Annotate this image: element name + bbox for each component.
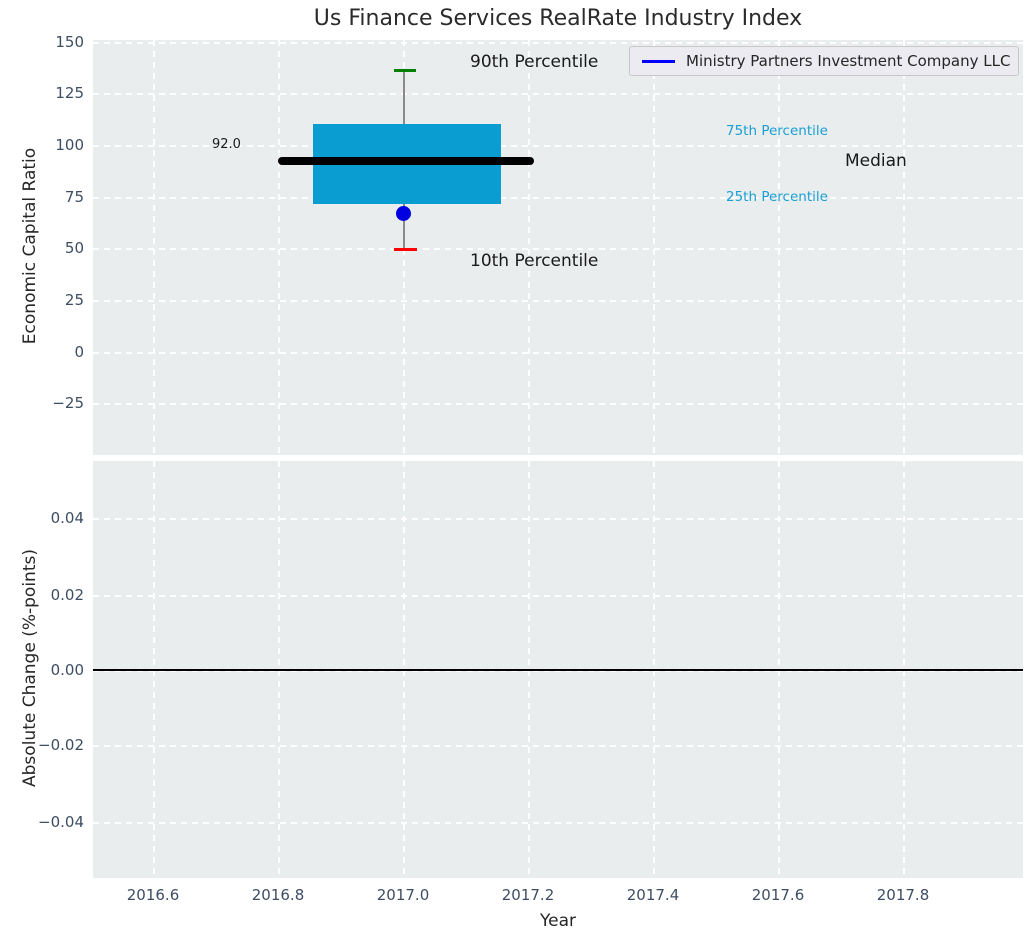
ytick: 0 (74, 343, 84, 361)
p75-label: 75th Percentile (726, 123, 828, 139)
gridline-v (278, 40, 280, 455)
gridline-h (93, 518, 1023, 520)
p90-whisker-cap (394, 69, 416, 72)
gridline-v (653, 40, 655, 455)
p10-label: 10th Percentile (470, 251, 599, 271)
p10-whisker-cap (394, 248, 417, 251)
ytick: 25 (64, 291, 84, 309)
axes-economic-capital-ratio: 92.0 90th Percentile 75th Percentile Med… (93, 40, 1023, 455)
gridline-h (93, 42, 1023, 44)
ytick: 125 (55, 84, 84, 102)
chart-title: Us Finance Services RealRate Industry In… (313, 6, 803, 31)
median-label: Median (845, 151, 907, 171)
gridline-v (903, 40, 905, 455)
ytick: 0.02 (50, 586, 84, 604)
median-value-label: 92.0 (212, 137, 241, 152)
p90-label: 90th Percentile (470, 52, 599, 72)
xtick: 2017.4 (626, 886, 680, 904)
gridline-h (93, 145, 1023, 147)
x-axis-label: Year (540, 911, 576, 931)
gridline-h (93, 403, 1023, 405)
axes-absolute-change (93, 461, 1023, 878)
legend-line-sample (642, 60, 675, 63)
zero-baseline (93, 669, 1023, 671)
ytick: 0.00 (50, 661, 84, 679)
gridline-v (778, 40, 780, 455)
gridline-h (93, 670, 1023, 672)
ytick: −0.04 (38, 813, 84, 831)
xtick: 2016.8 (251, 886, 305, 904)
gridline-h (93, 93, 1023, 95)
y-axis-label-bottom: Absolute Change (%-points) (20, 549, 40, 787)
ytick: −25 (52, 394, 84, 412)
ytick: 0.04 (50, 509, 84, 527)
legend-entry-label: Ministry Partners Investment Company LLC (686, 52, 1011, 70)
gridline-v (528, 40, 530, 455)
p25-label: 25th Percentile (726, 189, 828, 205)
median-line (278, 157, 534, 165)
xtick: 2017.8 (876, 886, 930, 904)
legend: Ministry Partners Investment Company LLC (629, 46, 1019, 76)
ytick: 50 (64, 239, 84, 257)
gridline-h (93, 745, 1023, 747)
ytick: 75 (64, 188, 84, 206)
xtick: 2016.6 (126, 886, 180, 904)
gridline-h (93, 197, 1023, 199)
xtick: 2017.0 (376, 886, 430, 904)
gridline-h (93, 352, 1023, 354)
y-axis-label-top: Economic Capital Ratio (20, 147, 40, 345)
xtick: 2017.6 (751, 886, 805, 904)
gridline-h (93, 248, 1023, 250)
ytick: 150 (55, 33, 84, 51)
company-data-point (396, 206, 411, 221)
gridline-v (153, 40, 155, 455)
ytick: −0.02 (38, 736, 84, 754)
xtick: 2017.2 (501, 886, 555, 904)
gridline-h (93, 595, 1023, 597)
ytick: 100 (55, 136, 84, 154)
gridline-h (93, 822, 1023, 824)
gridline-h (93, 300, 1023, 302)
